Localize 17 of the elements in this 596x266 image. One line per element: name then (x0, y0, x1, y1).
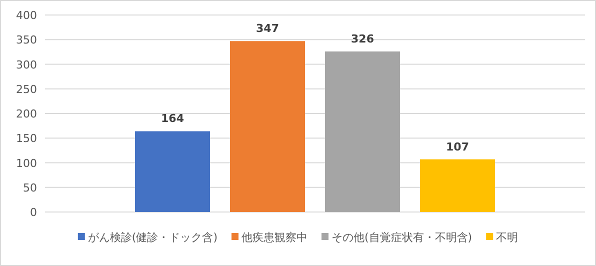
y-tick-label: 100 (16, 156, 37, 170)
data-label: 107 (446, 140, 469, 154)
y-tick-label: 300 (16, 58, 37, 72)
legend-label: 他疾患観察中 (242, 231, 308, 244)
legend-label: 不明 (496, 231, 518, 244)
data-label: 347 (256, 22, 279, 36)
legend-label: がん検診(健診・ドック含) (88, 231, 218, 244)
y-tick-label: 0 (30, 206, 37, 219)
y-tick-label: 50 (23, 181, 37, 194)
y-tick-label: 250 (16, 82, 37, 96)
y-tick-label: 400 (16, 9, 37, 22)
y-tick-label: 150 (16, 132, 37, 146)
y-tick-label: 200 (16, 108, 37, 120)
data-label: 164 (161, 112, 184, 126)
legend-label: その他(自覚症状有・不明含) (332, 231, 472, 244)
y-tick-label: 350 (16, 34, 37, 47)
data-label: 326 (351, 32, 374, 46)
